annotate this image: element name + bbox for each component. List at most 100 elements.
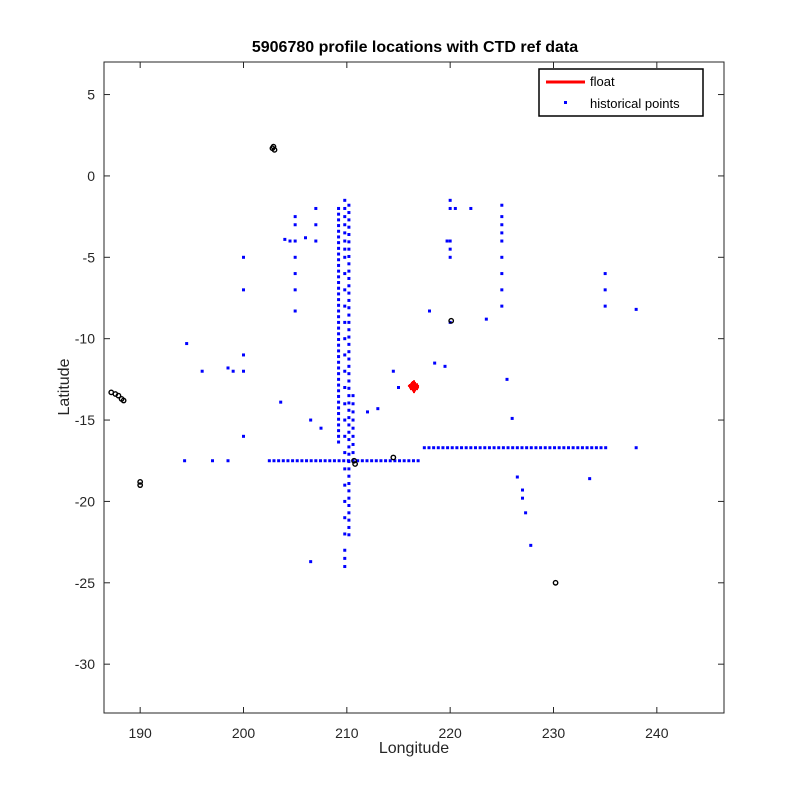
historical-point xyxy=(343,255,347,259)
historical-point xyxy=(337,315,341,319)
historical-point xyxy=(211,459,214,463)
y-tick-label: -10 xyxy=(75,331,95,347)
historical-point xyxy=(562,446,566,450)
historical-point xyxy=(343,215,347,219)
historical-point xyxy=(343,532,347,536)
historical-point xyxy=(242,288,245,292)
historical-point xyxy=(347,386,351,390)
historical-point xyxy=(427,446,431,450)
y-tick-label: 0 xyxy=(87,168,95,184)
historical-point xyxy=(464,446,468,450)
historical-point xyxy=(448,206,452,210)
historical-point xyxy=(455,446,459,450)
historical-point xyxy=(469,206,473,210)
historical-point xyxy=(347,203,351,207)
historical-point xyxy=(185,342,189,346)
historical-point xyxy=(445,239,449,243)
historical-point xyxy=(347,211,351,215)
historical-point xyxy=(347,438,351,442)
historical-point xyxy=(347,364,351,368)
historical-point xyxy=(376,407,380,411)
historical-point xyxy=(347,233,351,237)
historical-point xyxy=(295,459,299,463)
historical-point xyxy=(497,446,501,450)
historical-point xyxy=(473,446,477,450)
historical-point xyxy=(347,445,351,449)
historical-point xyxy=(366,410,369,414)
historical-point xyxy=(337,320,341,324)
historical-point xyxy=(314,223,318,227)
historical-point xyxy=(416,459,420,463)
historical-point xyxy=(448,255,452,259)
historical-point xyxy=(441,446,445,450)
historical-point xyxy=(309,418,313,422)
historical-point xyxy=(293,272,297,276)
historical-point xyxy=(548,446,552,450)
historical-point xyxy=(594,446,598,450)
historical-point xyxy=(450,446,454,450)
historical-point xyxy=(347,460,351,464)
historical-point xyxy=(443,364,447,368)
historical-point xyxy=(318,459,322,463)
historical-point xyxy=(553,446,557,450)
historical-point xyxy=(365,459,369,463)
historical-point xyxy=(343,418,347,422)
historical-point xyxy=(432,446,436,450)
historical-point xyxy=(580,446,584,450)
historical-point xyxy=(314,206,318,210)
historical-point xyxy=(304,236,307,240)
historical-point xyxy=(543,446,547,450)
historical-point xyxy=(347,262,351,266)
historical-point xyxy=(242,255,245,259)
historical-point xyxy=(492,446,496,450)
historical-point xyxy=(422,446,426,450)
historical-point xyxy=(351,418,355,422)
historical-point xyxy=(293,215,297,219)
axes-box xyxy=(103,61,725,714)
y-axis: 5 0 -5 -10 -15 -20 -25 -30 xyxy=(75,87,724,672)
historical-point xyxy=(347,401,351,405)
historical-point xyxy=(487,446,491,450)
historical-point xyxy=(501,446,505,450)
historical-point xyxy=(534,446,538,450)
historical-point xyxy=(347,320,351,324)
historical-point xyxy=(337,286,341,290)
historical-point xyxy=(500,239,504,243)
historical-point xyxy=(347,467,351,471)
historical-point xyxy=(242,353,245,357)
ctd-reference-point xyxy=(137,478,144,485)
historical-point xyxy=(360,459,364,463)
historical-point xyxy=(226,459,230,463)
historical-point xyxy=(343,337,347,341)
historical-point xyxy=(337,343,341,347)
historical-point xyxy=(448,247,452,251)
historical-point xyxy=(500,288,504,292)
historical-point xyxy=(347,291,351,295)
ctd-reference-point xyxy=(137,482,144,489)
x-axis: 190 200 210 220 230 240 xyxy=(128,62,669,741)
y-tick-label: -20 xyxy=(75,493,95,509)
historical-point xyxy=(343,247,347,251)
historical-point xyxy=(200,369,204,373)
historical-point xyxy=(525,446,529,450)
historical-point xyxy=(347,225,351,229)
y-tick-label: -30 xyxy=(75,656,95,672)
historical-point xyxy=(347,313,351,317)
historical-point xyxy=(337,412,341,416)
x-axis-label: Longitude xyxy=(379,740,449,757)
historical-point xyxy=(505,377,509,381)
plot-area xyxy=(108,143,638,586)
x-tick-label: 190 xyxy=(128,725,152,741)
historical-point xyxy=(343,320,347,324)
historical-point xyxy=(397,386,400,389)
historical-point xyxy=(391,369,395,373)
historical-point xyxy=(347,254,351,258)
historical-point xyxy=(539,446,543,450)
historical-point xyxy=(343,206,347,210)
legend-historical-dot-icon xyxy=(564,101,567,104)
historical-point xyxy=(291,459,295,463)
historical-point xyxy=(446,446,450,450)
historical-point xyxy=(347,328,351,332)
historical-point xyxy=(343,272,347,276)
